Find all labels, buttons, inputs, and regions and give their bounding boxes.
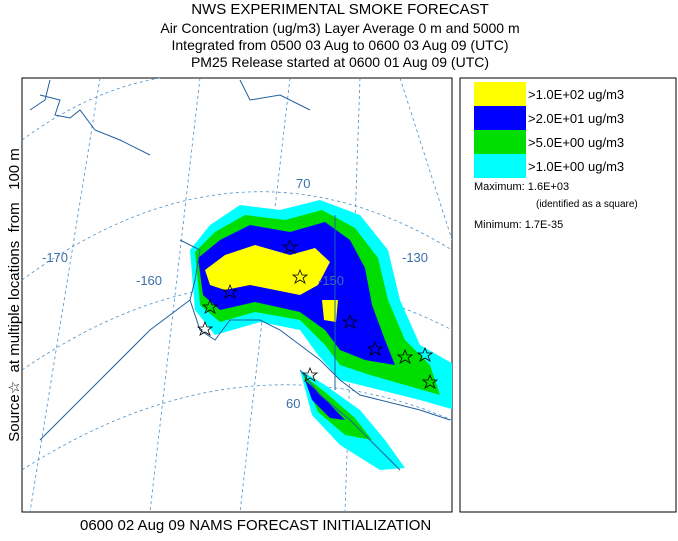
- graticule-label: 70: [296, 176, 310, 191]
- legend-label: >5.0E+00 ug/m3: [528, 135, 624, 150]
- graticule-label: 60: [286, 396, 300, 411]
- legend-label: >2.0E+01 ug/m3: [528, 111, 624, 126]
- title: NWS EXPERIMENTAL SMOKE FORECAST: [191, 1, 489, 18]
- graticule-label: -150: [318, 273, 344, 288]
- legend-label: >1.0E+00 ug/m3: [528, 159, 624, 174]
- graticule-label: -170: [42, 250, 68, 265]
- smoke-contour: [205, 245, 338, 322]
- coastline: [29, 79, 451, 471]
- legend-minimum: Minimum: 1.7E-35: [474, 219, 563, 231]
- subtitle: Integrated from 0500 03 Aug to 0600 03 A…: [172, 37, 509, 53]
- graticule-label: -160: [136, 273, 162, 288]
- legend-swatch: [474, 82, 526, 106]
- footer: 0600 02 Aug 09 NAMS FORECAST INITIALIZAT…: [80, 517, 431, 534]
- map: -170 -160 -150 -130 70 60: [21, 77, 453, 513]
- graticule-label: -130: [402, 250, 428, 265]
- legend-swatch: [474, 106, 526, 130]
- side-label: Source☆ at multiple locations from 100 m: [6, 148, 23, 442]
- legend-swatch: [474, 154, 526, 178]
- source-markers: [196, 238, 439, 389]
- legend-maximum: Maximum: 1.6E+03: [474, 181, 569, 193]
- legend-maximum-note: (identified as a square): [536, 199, 638, 210]
- subtitle: PM25 Release started at 0600 01 Aug 09 (…: [191, 54, 489, 70]
- legend-swatch: [474, 130, 526, 154]
- legend: Maximum: 1.6E+03 (identified as a square…: [459, 77, 677, 513]
- subtitle: Air Concentration (ug/m3) Layer Average …: [160, 20, 519, 36]
- smoke-plume: [190, 200, 452, 470]
- legend-label: >1.0E+02 ug/m3: [528, 87, 624, 102]
